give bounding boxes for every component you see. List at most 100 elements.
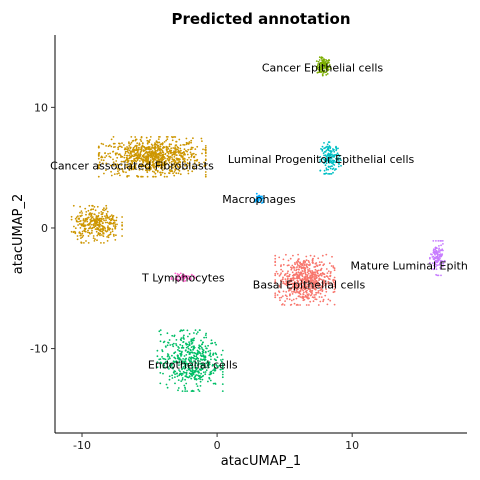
data-point	[316, 275, 318, 277]
data-point	[172, 172, 174, 174]
data-point	[174, 146, 176, 148]
data-point	[71, 219, 73, 221]
data-point	[311, 270, 313, 272]
data-point	[104, 157, 106, 159]
data-point	[76, 216, 78, 218]
data-point	[274, 292, 276, 294]
data-point	[328, 150, 330, 152]
data-point	[282, 270, 284, 272]
data-point	[205, 345, 207, 347]
data-point	[102, 143, 104, 145]
data-point	[442, 243, 444, 245]
data-point	[289, 274, 291, 276]
data-point	[81, 210, 83, 212]
data-point	[103, 242, 105, 244]
data-point	[146, 137, 148, 139]
data-point	[435, 274, 437, 276]
data-point	[107, 225, 109, 227]
data-point	[98, 155, 100, 157]
data-point	[103, 229, 105, 231]
data-point	[147, 176, 149, 178]
data-point	[162, 154, 164, 156]
data-point	[103, 220, 105, 222]
data-point	[326, 169, 328, 171]
data-point	[109, 144, 111, 146]
data-point	[285, 294, 287, 296]
data-point	[96, 216, 98, 218]
data-point	[175, 154, 177, 156]
data-point	[121, 235, 123, 237]
data-point	[277, 294, 279, 296]
data-point	[83, 219, 85, 221]
data-point	[93, 225, 95, 227]
data-point	[207, 381, 209, 383]
data-point	[274, 294, 276, 296]
data-point	[173, 335, 175, 337]
data-point	[85, 214, 87, 216]
data-point	[91, 217, 93, 219]
data-point	[335, 147, 337, 149]
data-point	[322, 255, 324, 257]
data-point	[130, 153, 132, 155]
data-point	[81, 225, 83, 227]
data-point	[190, 352, 192, 354]
data-point	[192, 342, 194, 344]
data-point	[329, 262, 331, 264]
data-point	[101, 143, 103, 145]
data-point	[204, 373, 206, 375]
data-point	[318, 270, 320, 272]
data-point	[107, 222, 109, 224]
data-point	[274, 273, 276, 275]
data-point	[147, 143, 149, 145]
data-point	[303, 292, 305, 294]
data-point	[318, 264, 320, 266]
data-point	[290, 258, 292, 260]
data-point	[154, 144, 156, 146]
cluster-label: Mature Luminal Epithelial cells	[351, 259, 480, 272]
data-point	[112, 228, 114, 230]
data-point	[191, 148, 193, 150]
data-point	[155, 154, 157, 156]
data-point	[172, 147, 174, 149]
data-point	[180, 144, 182, 146]
data-point	[297, 264, 299, 266]
data-point	[329, 148, 331, 150]
data-point	[308, 304, 310, 306]
data-point	[210, 373, 212, 375]
data-point	[214, 383, 216, 385]
data-point	[292, 271, 294, 273]
data-point	[291, 265, 293, 267]
data-point	[323, 273, 325, 275]
data-point	[306, 297, 308, 299]
data-point	[222, 374, 224, 376]
data-point	[313, 300, 315, 302]
data-point	[157, 153, 159, 155]
data-point	[114, 222, 116, 224]
data-point	[222, 376, 224, 378]
data-point	[318, 292, 320, 294]
data-point	[170, 147, 172, 149]
data-point	[152, 156, 154, 158]
data-point	[321, 296, 323, 298]
data-point	[171, 355, 173, 357]
data-point	[157, 355, 159, 357]
data-point	[306, 259, 308, 261]
data-point	[285, 254, 287, 256]
data-point	[305, 276, 307, 278]
data-point	[93, 237, 95, 239]
data-point	[435, 247, 437, 249]
data-point	[73, 205, 75, 207]
data-point	[440, 253, 442, 255]
data-point	[300, 294, 302, 296]
data-point	[210, 356, 212, 358]
data-point	[330, 168, 332, 170]
data-point	[296, 266, 298, 268]
data-point	[132, 149, 134, 151]
data-point	[164, 341, 166, 343]
data-point	[162, 373, 164, 375]
data-point	[126, 148, 128, 150]
data-point	[441, 253, 443, 255]
data-point	[106, 236, 108, 238]
data-point	[279, 299, 281, 301]
data-point	[317, 257, 319, 259]
